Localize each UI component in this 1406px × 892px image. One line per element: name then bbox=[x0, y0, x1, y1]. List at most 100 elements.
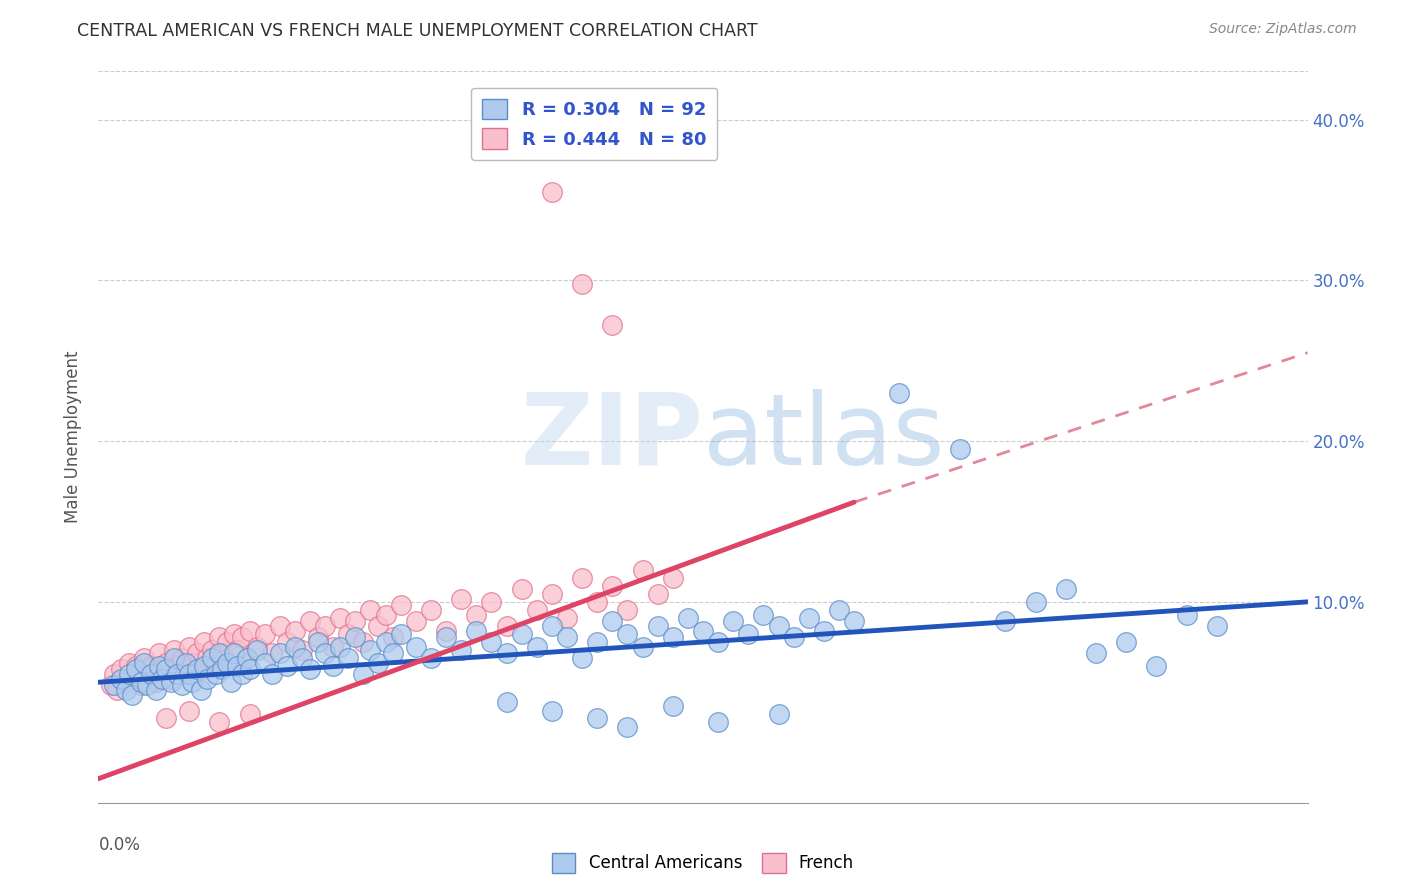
Point bbox=[215, 635, 238, 649]
Point bbox=[797, 611, 820, 625]
Text: Source: ZipAtlas.com: Source: ZipAtlas.com bbox=[1209, 22, 1357, 37]
Point bbox=[276, 659, 298, 673]
Point bbox=[141, 659, 163, 673]
Point bbox=[170, 651, 193, 665]
Point bbox=[616, 627, 638, 641]
Point bbox=[239, 624, 262, 638]
Point bbox=[526, 603, 548, 617]
Point bbox=[145, 683, 167, 698]
Point bbox=[707, 715, 730, 730]
Point bbox=[262, 646, 284, 660]
Point bbox=[231, 630, 253, 644]
Point bbox=[510, 582, 533, 596]
Point bbox=[166, 659, 188, 673]
Point bbox=[322, 659, 344, 673]
Point bbox=[586, 595, 609, 609]
Point bbox=[465, 624, 488, 638]
Point bbox=[291, 651, 314, 665]
Point bbox=[284, 640, 307, 654]
Point bbox=[181, 656, 204, 670]
Point bbox=[329, 611, 352, 625]
Point bbox=[540, 704, 562, 718]
Point bbox=[186, 662, 208, 676]
Point bbox=[132, 651, 155, 665]
Point bbox=[276, 635, 298, 649]
Point bbox=[307, 635, 329, 649]
Point bbox=[239, 662, 262, 676]
Point bbox=[647, 619, 669, 633]
Point bbox=[166, 667, 188, 681]
Point bbox=[205, 659, 228, 673]
Point bbox=[631, 563, 654, 577]
Point bbox=[179, 704, 201, 718]
Point bbox=[121, 688, 143, 702]
Point bbox=[481, 595, 503, 609]
Point bbox=[495, 694, 517, 708]
Point bbox=[405, 640, 427, 654]
Point bbox=[155, 710, 177, 724]
Point bbox=[118, 656, 141, 670]
Point bbox=[510, 627, 533, 641]
Text: atlas: atlas bbox=[703, 389, 945, 485]
Point bbox=[211, 662, 233, 676]
Point bbox=[170, 678, 193, 692]
Point bbox=[179, 640, 201, 654]
Point bbox=[360, 603, 382, 617]
Point bbox=[344, 614, 367, 628]
Point bbox=[284, 624, 307, 638]
Y-axis label: Male Unemployment: Male Unemployment bbox=[65, 351, 83, 524]
Point bbox=[226, 659, 249, 673]
Point bbox=[616, 720, 638, 734]
Point bbox=[160, 672, 183, 686]
Point bbox=[555, 611, 578, 625]
Point bbox=[389, 598, 412, 612]
Point bbox=[949, 442, 972, 457]
Point bbox=[450, 643, 472, 657]
Point bbox=[586, 710, 609, 724]
Point bbox=[994, 614, 1017, 628]
Point bbox=[329, 640, 352, 654]
Point bbox=[828, 603, 851, 617]
Text: ZIP: ZIP bbox=[520, 389, 703, 485]
Point bbox=[707, 635, 730, 649]
Point bbox=[190, 662, 212, 676]
Point bbox=[121, 672, 143, 686]
Point bbox=[1144, 659, 1167, 673]
Point bbox=[118, 667, 141, 681]
Point bbox=[100, 678, 122, 692]
Point bbox=[155, 662, 177, 676]
Point bbox=[481, 635, 503, 649]
Point bbox=[571, 571, 593, 585]
Point bbox=[269, 619, 291, 633]
Point bbox=[647, 587, 669, 601]
Point bbox=[145, 675, 167, 690]
Point bbox=[336, 627, 359, 641]
Point bbox=[889, 385, 911, 400]
Point bbox=[201, 643, 224, 657]
Point bbox=[195, 651, 218, 665]
Point bbox=[195, 672, 218, 686]
Point bbox=[253, 656, 276, 670]
Point bbox=[186, 646, 208, 660]
Point bbox=[352, 667, 374, 681]
Point bbox=[360, 643, 382, 657]
Point bbox=[221, 656, 243, 670]
Point bbox=[253, 627, 276, 641]
Point bbox=[163, 643, 186, 657]
Point bbox=[768, 619, 790, 633]
Point bbox=[193, 635, 215, 649]
Point bbox=[336, 651, 359, 665]
Point bbox=[246, 640, 269, 654]
Point bbox=[239, 707, 262, 722]
Point bbox=[103, 678, 125, 692]
Point bbox=[382, 630, 405, 644]
Point bbox=[160, 675, 183, 690]
Point bbox=[208, 715, 231, 730]
Point bbox=[1175, 607, 1198, 622]
Point bbox=[526, 640, 548, 654]
Legend: R = 0.304   N = 92, R = 0.444   N = 80: R = 0.304 N = 92, R = 0.444 N = 80 bbox=[471, 87, 717, 160]
Point bbox=[382, 646, 405, 660]
Point bbox=[1085, 646, 1108, 660]
Point bbox=[314, 646, 336, 660]
Point bbox=[125, 659, 148, 673]
